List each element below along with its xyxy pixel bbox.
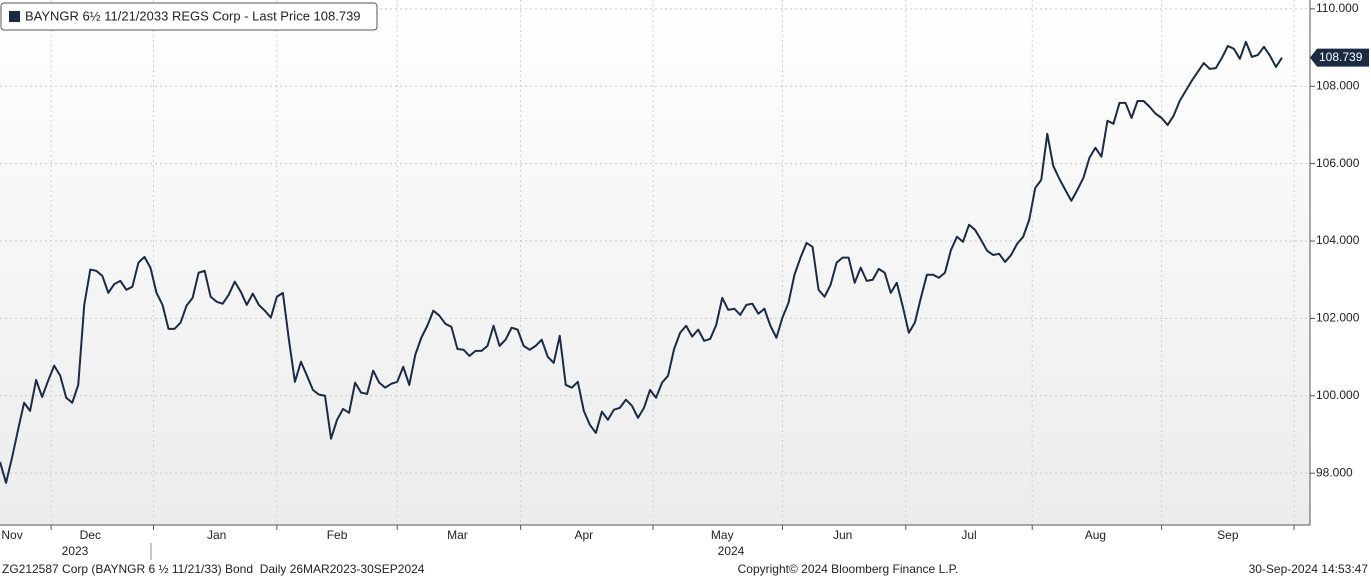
year-label: 2024	[718, 544, 745, 558]
legend-swatch	[9, 11, 20, 22]
footer-left: ZG212587 Corp (BAYNGR 6 ½ 11/21/33) Bond…	[2, 562, 425, 576]
x-tick-label: Jan	[207, 528, 226, 542]
x-tick-label: Apr	[574, 528, 593, 542]
x-tick-label: May	[711, 528, 734, 542]
y-tick-label: 104.000	[1316, 233, 1360, 247]
x-tick-label: Nov	[1, 528, 22, 542]
price-line	[0, 40, 1283, 484]
y-tick-label: 98.000	[1316, 465, 1353, 479]
y-tick-label: 102.000	[1316, 311, 1360, 325]
x-tick-label: Mar	[447, 528, 468, 542]
footer-center: Copyright© 2024 Bloomberg Finance L.P.	[738, 562, 959, 576]
last-price-label: 108.739	[1319, 50, 1363, 64]
y-tick-label: 108.000	[1316, 78, 1360, 92]
grid: 98.000 100.000 102.000 104.000 106.000 108.00…	[0, 0, 1360, 542]
x-tick-label: Jun	[833, 528, 852, 542]
x-tick-label: Aug	[1085, 528, 1106, 542]
legend: BAYNGR 6½ 11/21/2033 REGS Corp - Last Pr…	[0, 2, 378, 31]
y-tick-label: 106.000	[1316, 156, 1360, 170]
year-label: 2023	[62, 544, 89, 558]
y-tick-label: 100.000	[1316, 388, 1360, 402]
last-price-tag	[1310, 48, 1369, 67]
y-tick-label: 110.000	[1316, 1, 1359, 15]
footer-right: 30-Sep-2024 14:53:47	[1249, 562, 1369, 576]
legend-box	[0, 2, 378, 31]
x-tick-label: Feb	[327, 528, 348, 542]
x-tick-label: Jul	[961, 528, 976, 542]
x-tick-label: Sep	[1217, 528, 1239, 542]
x-tick-label: Dec	[80, 528, 101, 542]
marks: 108.739	[0, 40, 1369, 484]
plot-background	[0, 0, 1310, 525]
legend-label: BAYNGR 6½ 11/21/2033 REGS Corp - Last Pr…	[25, 8, 361, 23]
